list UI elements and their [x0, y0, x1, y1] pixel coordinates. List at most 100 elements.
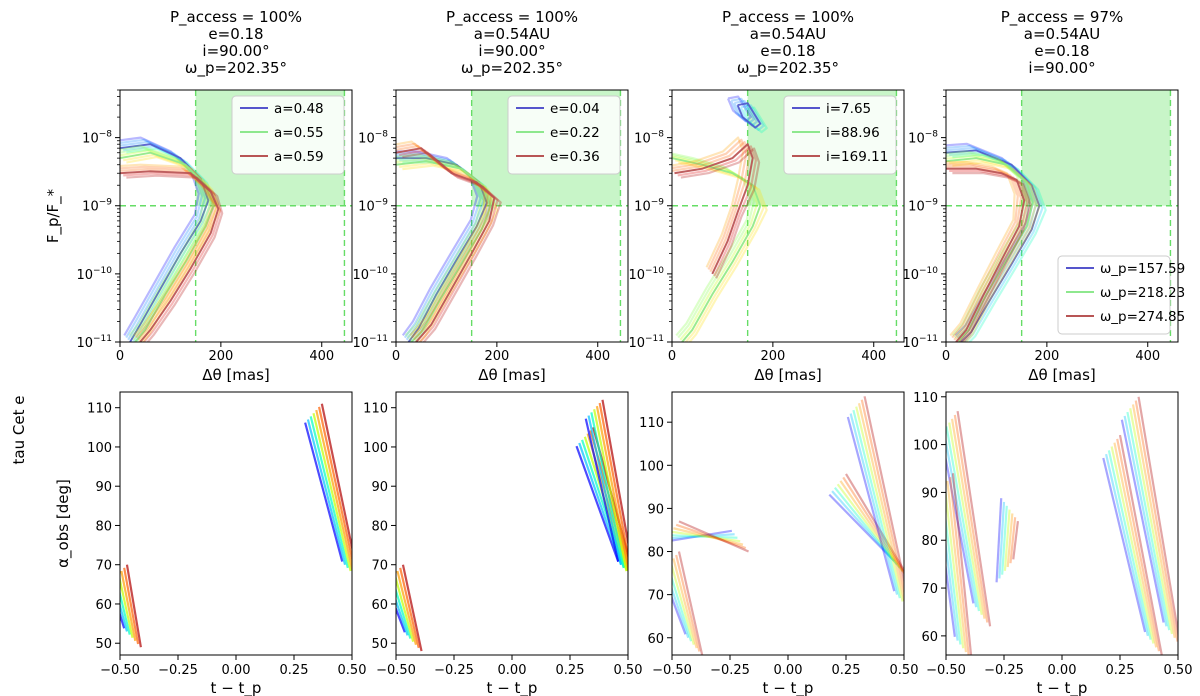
y-tick-label: 50 — [95, 637, 112, 652]
legend-label: ω_p=157.59 — [1100, 261, 1185, 277]
x-tick-label: 400 — [861, 349, 886, 364]
alpha-track — [320, 403, 352, 553]
y-tick-label: 10−11 — [76, 334, 112, 351]
legend-label: a=0.59 — [274, 149, 324, 165]
y-tick-exponent: −8 — [99, 130, 113, 140]
alpha-track — [852, 409, 901, 599]
panel-title-line: ω_p=202.35° — [461, 59, 563, 78]
y-tick-label: 10−8 — [634, 130, 664, 147]
legend-box — [783, 95, 897, 175]
y-tick-exponent: −8 — [651, 130, 665, 140]
y-tick-label: 100 — [639, 459, 664, 474]
panel-title-line: i=90.00° — [1028, 59, 1095, 77]
alpha-track — [1120, 419, 1165, 623]
alpha-track — [672, 562, 695, 645]
alpha-track — [946, 539, 959, 641]
alpha-track — [399, 567, 420, 649]
alpha-track — [672, 575, 693, 642]
y-tick-exponent: −9 — [375, 198, 389, 208]
alpha-track — [948, 422, 983, 616]
x-axis-label: Δθ [mas] — [754, 366, 822, 384]
alpha-track — [949, 477, 970, 655]
legend-label: i=88.96 — [826, 125, 880, 141]
alpha-track — [836, 483, 904, 573]
y-tick-label: 80 — [921, 534, 938, 549]
orbit-track-faint — [396, 140, 486, 337]
panel-frame — [945, 391, 1179, 656]
orbit-track-faint — [120, 136, 200, 336]
alpha-track — [575, 445, 620, 562]
y-tick-label: 100 — [913, 439, 938, 454]
alpha-track — [1003, 509, 1011, 571]
orbit-track-faint — [946, 161, 1016, 337]
alpha-track — [672, 586, 690, 639]
x-tick-label: 0 — [116, 349, 124, 364]
alpha-track — [317, 406, 352, 564]
y-tick-label: 10−9 — [82, 198, 112, 215]
plot-area — [672, 396, 904, 655]
panel-title-line: P_access = 100% — [170, 8, 302, 27]
panel-top-1: P_access = 100%e=0.18i=90.00°ω_p=202.35°… — [44, 8, 353, 384]
x-tick-label: 400 — [1135, 349, 1160, 364]
y-tick-label: 10−10 — [76, 266, 112, 283]
row-label: tau Cet e — [10, 396, 28, 465]
alpha-track — [598, 402, 628, 561]
y-tick-label: 60 — [647, 632, 664, 647]
orbit-track-faint — [399, 159, 492, 342]
y-axis-label: α_obs [deg] — [54, 479, 73, 568]
alpha-track — [120, 570, 137, 642]
orbit-track-faint — [120, 138, 203, 339]
panel-bottom-2: 50 60 70 80 90 100 110 −0.50 −0.25 0.00 0.25 0.50 t … — [363, 391, 642, 696]
orbit-track-faint — [952, 161, 1041, 342]
panel-frame — [671, 391, 905, 656]
alpha-track — [839, 480, 904, 575]
alpha-track — [1134, 400, 1178, 642]
alpha-track — [595, 405, 628, 573]
alpha-track — [998, 501, 1006, 579]
x-tick-label: 0.00 — [498, 663, 527, 678]
y-tick-label: 10−11 — [628, 334, 664, 351]
panel-bottom-3: 60 70 80 90 100 110 −0.50 −0.25 0.00 0.25 0.50 t − … — [639, 391, 918, 696]
panel-top-2: P_access = 100%a=0.54AUi=90.00°ω_p=202.3… — [352, 8, 629, 384]
orbit-track-faint — [946, 165, 1023, 341]
alpha-track — [593, 409, 628, 572]
panel-frame — [945, 89, 1179, 343]
y-tick-exponent: −11 — [919, 334, 938, 344]
x-tick-label: 0 — [668, 349, 676, 364]
plot-area — [946, 396, 1178, 655]
alpha-track — [672, 533, 735, 540]
y-tick-label: 80 — [647, 546, 664, 561]
panel-frame — [671, 89, 905, 343]
x-tick-label: −0.50 — [100, 663, 140, 678]
alpha-track — [1116, 438, 1161, 652]
x-tick-label: 200 — [760, 349, 785, 364]
x-tick-label: −0.25 — [984, 663, 1024, 678]
alpha-track — [306, 419, 347, 565]
orbit-track-faint — [672, 155, 759, 341]
orbit-track-faint — [120, 165, 216, 339]
alpha-track — [587, 415, 623, 565]
x-tick-label: 0.00 — [774, 663, 803, 678]
alpha-track — [857, 402, 904, 604]
y-tick-exponent: −8 — [925, 130, 939, 140]
y-tick-label: 10−10 — [352, 266, 388, 283]
x-tick-label: −0.50 — [376, 663, 416, 678]
alpha-track — [675, 523, 747, 550]
alpha-track — [951, 473, 973, 655]
alpha-track — [120, 589, 131, 635]
y-tick-label: 10−8 — [358, 130, 388, 147]
legend-label: e=0.04 — [550, 101, 600, 117]
alpha-track — [396, 570, 418, 646]
orbit-track-faint — [672, 153, 755, 339]
alpha-track — [672, 530, 741, 543]
alpha-track — [1107, 450, 1152, 640]
orbit-track-faint — [672, 138, 748, 270]
access-region — [1021, 90, 1171, 206]
x-tick-label: 200 — [484, 349, 509, 364]
x-axis-label: Δθ [mas] — [1028, 366, 1096, 384]
series-line — [396, 157, 488, 342]
series-line — [946, 149, 1041, 342]
x-tick-label: −0.25 — [434, 663, 474, 678]
alpha-track — [672, 558, 698, 649]
